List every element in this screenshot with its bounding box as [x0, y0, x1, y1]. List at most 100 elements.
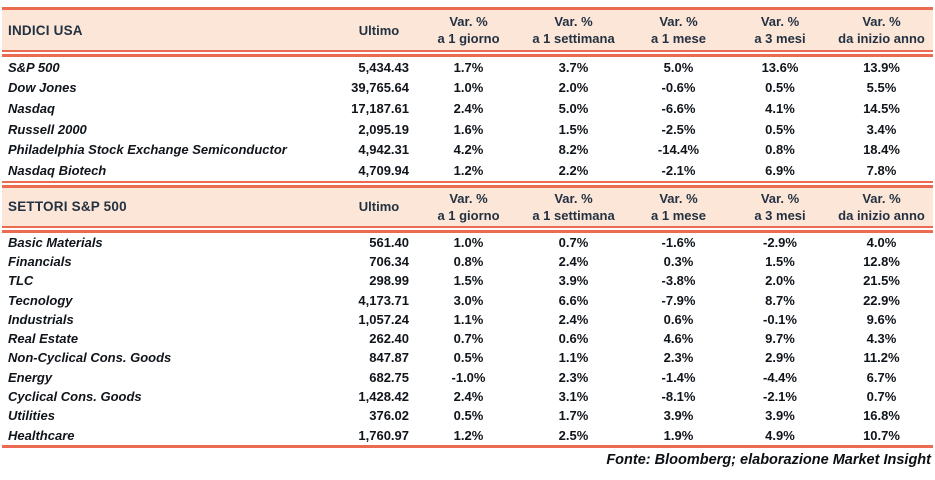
var-ytd-value: 6.7% [866, 369, 897, 385]
divider-thick [2, 184, 933, 188]
var-3m-value: 3.9% [765, 408, 795, 424]
var-ytd-value: 7.8% [866, 162, 897, 178]
var-1d-value: 0.7% [453, 331, 484, 347]
column-header-ultimo: Ultimo [358, 22, 400, 38]
column-header-var-1w: Var. % a 1 settimana [520, 13, 627, 47]
ultimo-value: 1,057.24 [358, 311, 409, 327]
table-row: Nasdaq Biotech 4,709.94 1.2% 2.2% -2.1% … [2, 160, 933, 181]
column-header-ultimo: Ultimo [358, 199, 400, 215]
var-1m-value: -3.8% [661, 273, 696, 289]
var-percent-label: Var. % [554, 14, 593, 29]
var-1d-value: 4.2% [453, 142, 484, 158]
var-1d-value: -1.0% [451, 369, 486, 385]
divider-bottom [2, 444, 933, 448]
column-header-var-ytd: Var. % da inizio anno [830, 190, 933, 224]
ultimo-value: 262.40 [369, 331, 409, 347]
var-1w-value: 3.9% [558, 273, 589, 289]
row-label: Nasdaq [8, 100, 55, 116]
var-ytd-value: 3.4% [866, 121, 897, 137]
var-3m-value: 0.5% [765, 121, 795, 137]
var-1d-value: 1.5% [453, 273, 484, 289]
row-label: Healthcare [8, 427, 75, 443]
row-label: Tecnology [8, 292, 73, 308]
table-row: Industrials 1,057.24 1.1% 2.4% 0.6% -0.1… [2, 310, 933, 329]
var-1d-value: 1.6% [453, 121, 484, 137]
indici-usa-rows: S&P 500 5,434.43 1.7% 3.7% 5.0% 13.6% 13… [2, 57, 933, 181]
var-1w-value: 2.4% [558, 311, 589, 327]
divider-thin [2, 180, 933, 183]
var-ytd-value: 12.8% [863, 254, 900, 269]
column-header-var-ytd: Var. % da inizio anno [830, 13, 933, 47]
ultimo-value: 17,187.61 [351, 100, 409, 116]
ultimo-value: 847.87 [369, 350, 409, 366]
var-1w-value: 8.2% [558, 142, 589, 158]
var-1d-value: 0.5% [453, 408, 484, 424]
var-1m-value: -2.1% [661, 162, 696, 178]
divider-gap [2, 182, 933, 185]
table-row: Non-Cyclical Cons. Goods 847.87 0.5% 1.1… [2, 348, 933, 367]
ultimo-value: 5,434.43 [358, 59, 409, 75]
var-1w-value: 2.0% [558, 80, 589, 96]
var-1m-value: 5.0% [663, 59, 694, 75]
var-1d-value: 1.0% [453, 80, 484, 96]
row-label: Utilities [8, 408, 55, 424]
var-1m-value: 3.9% [663, 408, 694, 424]
table-row: Russell 2000 2,095.19 1.6% 1.5% -2.5% 0.… [2, 119, 933, 140]
row-label: Energy [8, 369, 53, 385]
table-row: Tecnology 4,173.71 3.0% 6.6% -7.9% 8.7% … [2, 290, 933, 309]
source-note: Fonte: Bloomberg; elaborazione Market In… [606, 451, 931, 468]
divider-thin [2, 225, 933, 228]
var-3m-value: 13.6% [761, 59, 799, 75]
column-header-var-1d: Var. % a 1 giorno [417, 190, 520, 224]
var-3m-value: -4.4% [763, 369, 797, 385]
var-1d-value: 2.4% [453, 100, 484, 116]
var-1m-value: 0.6% [663, 311, 694, 327]
row-label: S&P 500 [8, 59, 60, 75]
var-percent-label: Var. % [659, 190, 698, 206]
var-1d-value: 1.1% [453, 311, 484, 327]
var-3m-value: 0.8% [765, 142, 795, 158]
column-header-var-1m: Var. % a 1 mese [627, 13, 730, 47]
var-percent-label: Var. % [760, 14, 800, 29]
var-ytd-value: 0.7% [866, 389, 897, 405]
var-1m-value: -6.6% [661, 100, 696, 116]
var-ytd-value: 18.4% [863, 142, 900, 158]
var-period-label: da inizio anno [838, 207, 925, 223]
table-row: Energy 682.75 -1.0% 2.3% -1.4% -4.4% 6.7… [2, 368, 933, 387]
var-1w-value: 2.4% [558, 254, 589, 269]
settori-sp500-rows: Basic Materials 561.40 1.0% 0.7% -1.6% -… [2, 233, 933, 445]
ultimo-value: 4,709.94 [358, 162, 409, 178]
row-label: Financials [8, 254, 72, 269]
var-1w-value: 6.6% [558, 292, 589, 308]
column-header-var-3m: Var. % a 3 mesi [730, 190, 830, 224]
var-1m-value: -0.6% [661, 80, 696, 96]
var-1d-value: 2.4% [453, 389, 484, 405]
var-period-label: a 1 settimana [532, 207, 615, 223]
var-1w-value: 5.0% [558, 100, 589, 116]
var-percent-label: Var. % [449, 190, 488, 206]
table-row: Dow Jones 39,765.64 1.0% 2.0% -0.6% 0.5%… [2, 78, 933, 99]
ultimo-value: 561.40 [369, 234, 409, 250]
table-row: Basic Materials 561.40 1.0% 0.7% -1.6% -… [2, 233, 933, 252]
var-ytd-value: 14.5% [863, 100, 900, 116]
column-header-var-3m: Var. % a 3 mesi [730, 13, 830, 47]
table-row: TLC 298.99 1.5% 3.9% -3.8% 2.0% 21.5% [2, 271, 933, 290]
var-1d-value: 1.2% [453, 162, 484, 178]
var-ytd-value: 13.9% [863, 59, 900, 75]
var-1m-value: 4.6% [663, 331, 694, 347]
ultimo-value: 39,765.64 [351, 80, 409, 96]
var-1w-value: 0.6% [558, 331, 589, 347]
var-percent-label: Var. % [449, 14, 488, 29]
ultimo-value: 4,173.71 [358, 292, 409, 308]
table-row: Real Estate 262.40 0.7% 0.6% 4.6% 9.7% 4… [2, 329, 933, 348]
var-ytd-value: 4.3% [866, 331, 897, 347]
var-1d-value: 0.5% [453, 350, 484, 366]
divider-gap [2, 227, 933, 230]
var-1w-value: 1.1% [558, 350, 589, 366]
ultimo-value: 682.75 [369, 369, 409, 385]
var-3m-value: -0.1% [763, 311, 797, 327]
var-period-label: a 3 mesi [754, 207, 806, 223]
var-1m-value: 1.9% [663, 427, 694, 443]
var-1m-value: -14.4% [657, 142, 700, 158]
var-1m-value: 2.3% [663, 350, 694, 366]
